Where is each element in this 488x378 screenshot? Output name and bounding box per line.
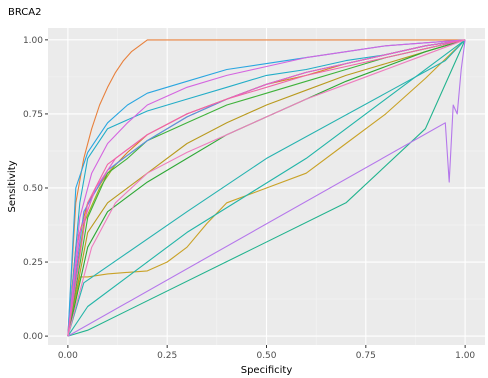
x-tick-label: 0.00: [58, 351, 78, 361]
roc-curve-14: [67, 39, 466, 337]
y-tick-label: 0.50: [23, 184, 43, 194]
roc-curve-10: [67, 39, 466, 337]
roc-curve-8: [67, 39, 466, 337]
x-axis: 0.00 0.25 0.50 0.75 1.00: [58, 345, 475, 361]
roc-curve-9: [67, 39, 466, 337]
x-tick-label: 1.00: [455, 351, 475, 361]
y-tick-label: 0.75: [23, 110, 43, 120]
roc-curve-1: [67, 39, 466, 337]
grid-major: [48, 28, 485, 345]
x-tick-label: 0.50: [256, 351, 276, 361]
series-layer: [67, 39, 466, 337]
y-axis: 0.00 0.25 0.50 0.75 1.00: [23, 36, 48, 342]
x-tick-label: 0.75: [356, 351, 376, 361]
y-tick-label: 1.00: [23, 36, 43, 46]
roc-curve-4: [67, 39, 466, 337]
roc-curve-18: [67, 39, 466, 337]
chart-title: BRCA2: [8, 7, 42, 18]
roc-curve-17: [67, 39, 466, 337]
y-axis-label: Sensitivity: [7, 160, 18, 212]
x-axis-label: Specificity: [241, 365, 293, 376]
y-tick-label: 0.25: [23, 258, 43, 268]
x-tick-label: 0.25: [157, 351, 177, 361]
y-tick-label: 0.00: [23, 332, 43, 342]
roc-curve-15: [67, 39, 466, 337]
